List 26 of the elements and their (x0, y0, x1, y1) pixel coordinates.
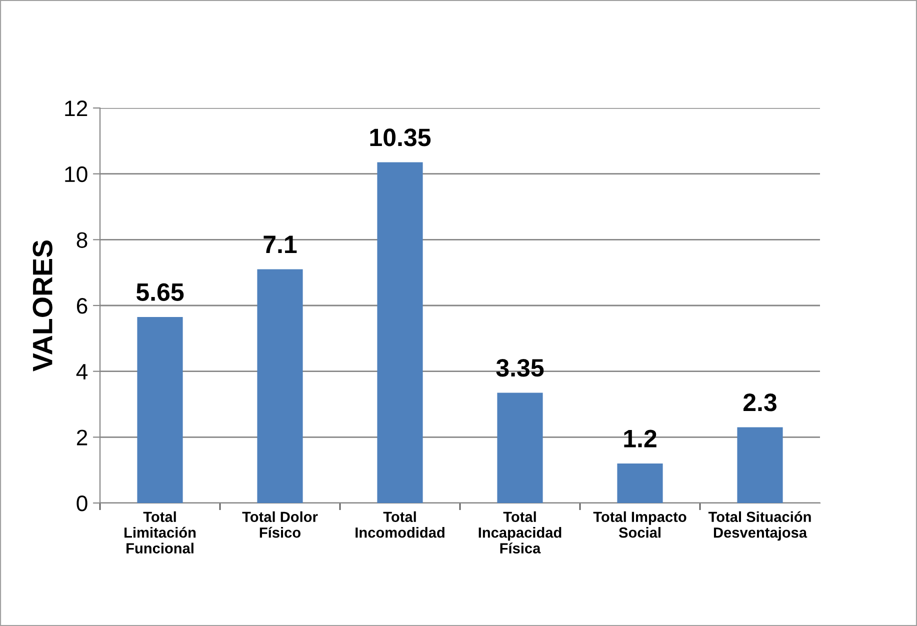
bar (497, 392, 543, 503)
y-axis-title: VALORES (32, 240, 52, 372)
y-tick-label: 6 (76, 298, 88, 314)
bar (377, 162, 423, 503)
y-tick-label: 0 (76, 496, 88, 512)
x-tick-label: Total Limitación Funcional (124, 511, 196, 554)
y-tick-label: 10 (65, 166, 88, 182)
data-label: 5.65 (136, 283, 184, 301)
data-label: 2.3 (743, 394, 776, 412)
x-tick-label: Total Incomodidad (356, 511, 444, 538)
data-label: 10.35 (370, 128, 431, 146)
y-tick-label: 4 (76, 364, 88, 380)
bar (617, 464, 663, 503)
data-label: 3.35 (496, 358, 544, 377)
x-tick-label: Total Impacto Social (593, 511, 686, 538)
bar (137, 317, 183, 503)
data-label: 1.2 (624, 430, 656, 448)
y-tick-label: 2 (76, 430, 88, 446)
data-label: 7.1 (264, 236, 297, 253)
y-tick-label: 8 (76, 232, 88, 248)
bar (257, 269, 303, 503)
bar (737, 427, 783, 503)
x-tick-label: Total Incapacidad Física (478, 511, 562, 554)
x-tick-label: Total Situación Desventajosa (708, 511, 811, 541)
y-tick-label: 12 (65, 100, 88, 116)
x-tick-label: Total Dolor Físico (242, 511, 318, 538)
